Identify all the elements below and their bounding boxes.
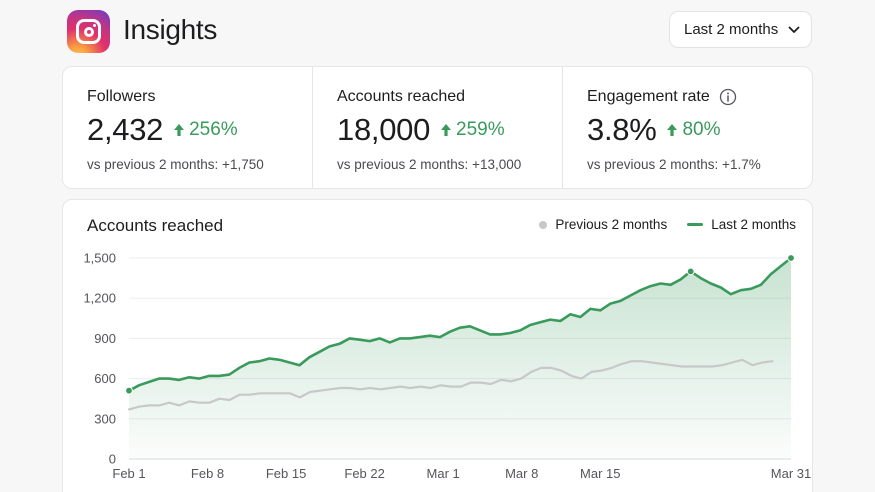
x-tick-label: Mar 31 xyxy=(771,466,811,481)
chart-card: 0 300 600 900 1,200 1,500 Feb 1 Feb 8 Feb 15 Feb … xyxy=(62,199,813,492)
legend-swatch-current xyxy=(687,223,704,226)
stat-value: 2,432 xyxy=(87,112,164,147)
stat-change-value: 256% xyxy=(189,119,238,140)
x-tick-label: Mar 15 xyxy=(580,466,620,481)
x-tick-label: Feb 22 xyxy=(344,466,384,481)
instagram-logo-icon xyxy=(67,10,110,53)
stat-label-text: Followers xyxy=(87,88,156,105)
legend-swatch-previous xyxy=(539,220,548,229)
data-point xyxy=(686,267,695,276)
arrow-up-icon xyxy=(174,124,185,136)
stat-change: 80% xyxy=(666,119,721,141)
stat-engagement-rate: Engagement rate 3.8% 80% vs previous 2 m… xyxy=(562,67,812,188)
x-tick-label: Mar 1 xyxy=(427,466,460,481)
stat-change-value: 80% xyxy=(682,119,721,140)
chart-legend: Previous 2 months Last 2 months xyxy=(539,217,796,232)
stat-followers: Followers 2,432 256% vs previous 2 month… xyxy=(63,67,312,188)
stat-change: 256% xyxy=(173,119,238,141)
stat-label: Followers xyxy=(87,87,312,107)
legend-label-previous: Previous 2 months xyxy=(555,217,668,232)
stat-comparison: vs previous 2 months: +13,000 xyxy=(337,157,522,172)
stat-change-value: 259% xyxy=(456,119,505,140)
stat-label: Accounts reached xyxy=(337,87,562,107)
y-tick-label: 1,500 xyxy=(83,251,116,266)
stat-comparison: vs previous 2 months: +1.7% xyxy=(587,157,761,172)
date-range-dropdown[interactable]: Last 2 months xyxy=(669,11,812,48)
arrow-up-icon xyxy=(441,124,452,136)
x-tick-label: Feb 8 xyxy=(191,466,224,481)
x-tick-label: Feb 15 xyxy=(266,466,306,481)
stat-change: 259% xyxy=(440,119,505,141)
stat-accounts-reached: Accounts reached 18,000 259% vs previous… xyxy=(312,67,562,188)
y-tick-label: 600 xyxy=(94,371,116,386)
data-point xyxy=(125,386,133,395)
stat-comparison: vs previous 2 months: +1,750 xyxy=(87,157,264,172)
info-icon[interactable] xyxy=(719,88,737,106)
chart-title: Accounts reached xyxy=(87,216,224,235)
stat-label: Engagement rate xyxy=(587,87,812,107)
chevron-down-icon xyxy=(788,26,800,33)
header: Insights Last 2 months xyxy=(0,0,875,62)
series-line-previous-2-months xyxy=(127,358,774,411)
series-area-last-2-months xyxy=(129,258,791,459)
y-tick-label: 1,200 xyxy=(83,291,116,306)
series-line-last-2-months xyxy=(127,256,793,392)
data-point xyxy=(787,254,795,262)
y-tick-label: 0 xyxy=(109,452,116,467)
stat-label-text: Accounts reached xyxy=(337,88,466,105)
stat-label-text: Engagement rate xyxy=(587,88,710,105)
accounts-reached-chart: 0 300 600 900 1,200 1,500 Feb 1 Feb 8 Feb 15 Feb … xyxy=(83,251,811,482)
y-tick-label: 300 xyxy=(94,411,116,426)
stat-value: 18,000 xyxy=(337,112,431,147)
page-title: Insights xyxy=(123,14,218,45)
x-tick-label: Feb 1 xyxy=(112,466,145,481)
x-tick-label: Mar 8 xyxy=(505,466,538,481)
date-range-label: Last 2 months xyxy=(684,21,779,38)
legend-item-current[interactable]: Last 2 months xyxy=(687,217,796,232)
legend-label-current: Last 2 months xyxy=(711,217,796,232)
stat-value: 3.8% xyxy=(587,112,657,147)
stats-card: Followers 2,432 256% vs previous 2 month… xyxy=(62,66,813,189)
y-tick-label: 900 xyxy=(94,331,116,346)
legend-item-previous[interactable]: Previous 2 months xyxy=(539,217,667,232)
arrow-up-icon xyxy=(667,124,678,136)
